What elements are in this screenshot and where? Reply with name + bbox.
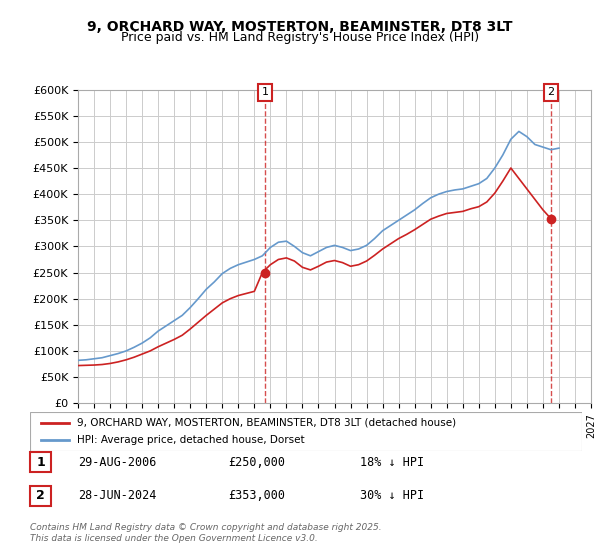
Text: 1: 1 bbox=[262, 87, 268, 97]
Text: 1: 1 bbox=[36, 455, 45, 469]
Text: 28-JUN-2024: 28-JUN-2024 bbox=[78, 489, 157, 502]
FancyBboxPatch shape bbox=[30, 412, 582, 451]
Text: 18% ↓ HPI: 18% ↓ HPI bbox=[360, 455, 424, 469]
Text: 2: 2 bbox=[36, 489, 45, 502]
Text: 30% ↓ HPI: 30% ↓ HPI bbox=[360, 489, 424, 502]
Text: £353,000: £353,000 bbox=[228, 489, 285, 502]
Text: 9, ORCHARD WAY, MOSTERTON, BEAMINSTER, DT8 3LT: 9, ORCHARD WAY, MOSTERTON, BEAMINSTER, D… bbox=[87, 20, 513, 34]
Text: HPI: Average price, detached house, Dorset: HPI: Average price, detached house, Dors… bbox=[77, 435, 305, 445]
FancyBboxPatch shape bbox=[30, 452, 51, 472]
Text: 29-AUG-2006: 29-AUG-2006 bbox=[78, 455, 157, 469]
FancyBboxPatch shape bbox=[30, 486, 51, 506]
Text: Price paid vs. HM Land Registry's House Price Index (HPI): Price paid vs. HM Land Registry's House … bbox=[121, 31, 479, 44]
Text: 2: 2 bbox=[547, 87, 554, 97]
Text: £250,000: £250,000 bbox=[228, 455, 285, 469]
Text: Contains HM Land Registry data © Crown copyright and database right 2025.
This d: Contains HM Land Registry data © Crown c… bbox=[30, 524, 382, 543]
Text: 9, ORCHARD WAY, MOSTERTON, BEAMINSTER, DT8 3LT (detached house): 9, ORCHARD WAY, MOSTERTON, BEAMINSTER, D… bbox=[77, 418, 456, 428]
